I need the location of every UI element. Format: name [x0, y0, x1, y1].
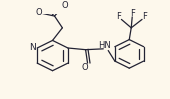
- Text: N: N: [29, 43, 36, 52]
- Text: HN: HN: [98, 41, 111, 50]
- Text: O: O: [81, 63, 88, 72]
- Text: F: F: [130, 9, 135, 18]
- Text: F: F: [116, 12, 121, 21]
- Text: O: O: [36, 8, 42, 17]
- Text: F: F: [143, 12, 147, 21]
- Text: O: O: [61, 1, 68, 10]
